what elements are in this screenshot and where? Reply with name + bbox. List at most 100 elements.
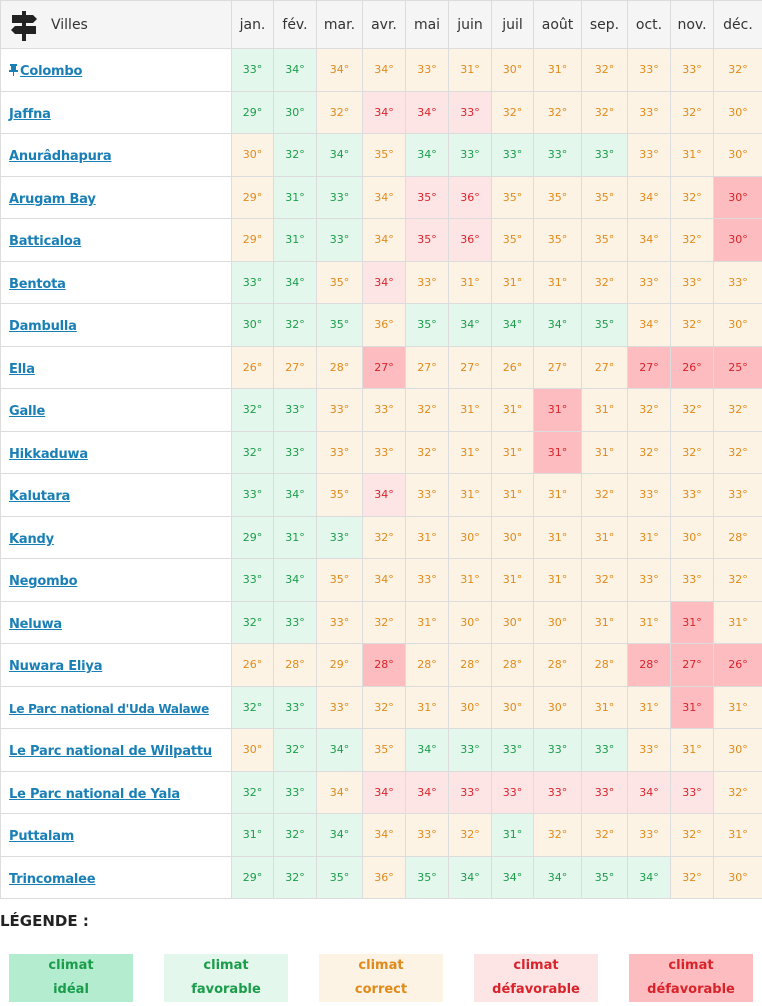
city-link[interactable]: Batticaloa <box>9 234 81 249</box>
city-link[interactable]: Le Parc national de Yala <box>9 787 180 802</box>
temperature-cell: 34° <box>316 133 363 177</box>
cities-label: Villes <box>51 16 88 33</box>
city-link[interactable]: Kandy <box>9 532 54 547</box>
temperature-cell: 35° <box>405 303 449 347</box>
temperature-cell: 33° <box>533 728 582 772</box>
temperature-cell: 32° <box>670 175 714 219</box>
temperature-cell: 32° <box>581 48 628 92</box>
temperature-cell: 28° <box>581 643 628 687</box>
city-link[interactable]: Bentota <box>9 277 66 292</box>
city-link[interactable]: Hikkaduwa <box>9 447 88 462</box>
month-header: juin <box>448 0 492 49</box>
temperature-cell: 34° <box>362 260 406 304</box>
city-name: Arugam Bay <box>9 191 96 207</box>
temperature-cell: 31° <box>533 430 582 474</box>
temperature-cell: 29° <box>316 643 363 687</box>
legend-label: climat <box>668 958 714 973</box>
temperature-cell: 32° <box>670 855 714 899</box>
temperature-cell: 28° <box>533 643 582 687</box>
temperature-cell: 31° <box>491 430 534 474</box>
city-link[interactable]: Nuwara Eliya <box>9 659 102 674</box>
city-link[interactable]: Puttalam <box>9 829 74 844</box>
temperature-cell: 33° <box>273 388 317 432</box>
temperature-cell: 32° <box>713 770 762 814</box>
temperature-cell: 31° <box>533 260 582 304</box>
temperature-cell: 33° <box>316 515 363 559</box>
city-link[interactable]: Galle <box>9 404 45 419</box>
temperature-cell: 28° <box>713 515 762 559</box>
temperature-cell: 34° <box>405 90 449 134</box>
temperature-cell: 35° <box>316 260 363 304</box>
cities-column-header: Villes <box>0 0 232 49</box>
temperature-cell: 33° <box>273 600 317 644</box>
temperature-cell: 34° <box>491 303 534 347</box>
temperature-cell: 30° <box>231 728 274 772</box>
city-link[interactable]: Neluwa <box>9 617 62 632</box>
temperature-cell: 32° <box>231 685 274 729</box>
legend-ideal: climat idéal <box>9 954 133 1002</box>
temperature-cell: 27° <box>581 345 628 389</box>
legend-label: idéal <box>53 982 89 997</box>
temperature-cell: 27° <box>405 345 449 389</box>
city-link[interactable]: Kalutara <box>9 489 70 504</box>
temperature-cell: 34° <box>273 473 317 517</box>
city-link[interactable]: Trincomalee <box>9 872 96 887</box>
city-cell: Colombo <box>0 48 232 92</box>
temperature-cell: 31° <box>670 600 714 644</box>
temperature-cell: 32° <box>670 90 714 134</box>
temperature-cell: 32° <box>581 90 628 134</box>
city-link[interactable]: Negombo <box>9 574 78 589</box>
city-link[interactable]: Arugam Bay <box>9 192 96 207</box>
temperature-cell: 31° <box>448 48 492 92</box>
temperature-cell: 32° <box>670 813 714 857</box>
temperature-cell: 35° <box>316 855 363 899</box>
temperature-cell: 36° <box>362 303 406 347</box>
temperature-cell: 29° <box>231 218 274 262</box>
temperature-cell: 31° <box>581 388 628 432</box>
temperature-cell: 32° <box>713 48 762 92</box>
temperature-cell: 32° <box>581 813 628 857</box>
city-link[interactable]: Anurâdhapura <box>9 149 112 164</box>
temperature-cell: 35° <box>362 728 406 772</box>
city-name: Neluwa <box>9 616 62 632</box>
city-link[interactable]: Jaffna <box>9 107 51 122</box>
temperature-cell: 26° <box>670 345 714 389</box>
city-link[interactable]: Le Parc national d'Uda Walawe <box>9 702 209 716</box>
temperature-cell: 29° <box>231 90 274 134</box>
temperature-cell: 31° <box>231 813 274 857</box>
temperature-cell: 33° <box>627 133 671 177</box>
city-link[interactable]: Dambulla <box>9 319 77 334</box>
temperature-cell: 32° <box>533 90 582 134</box>
table-row: Le Parc national de Yala 32° 33° 34° 34° 34° 3… <box>0 770 762 814</box>
temperature-cell: 34° <box>362 175 406 219</box>
temperature-cell: 30° <box>713 90 762 134</box>
temperature-cell: 33° <box>627 728 671 772</box>
city-link[interactable]: Ella <box>9 362 35 377</box>
table-row: Neluwa 32° 33° 33° 32° 31° 30° 30° 30° 31° 31° 31° 3… <box>0 600 762 644</box>
temperature-cell: 32° <box>316 90 363 134</box>
temperature-cell: 33° <box>316 430 363 474</box>
city-cell: Ella <box>0 345 232 389</box>
temperature-cell: 31° <box>581 685 628 729</box>
city-name: Nuwara Eliya <box>9 659 103 675</box>
temperature-cell: 30° <box>448 685 492 729</box>
temperature-cell: 32° <box>713 388 762 432</box>
temperature-cell: 33° <box>231 48 274 92</box>
temperature-cell: 34° <box>627 218 671 262</box>
temperature-cell: 27° <box>627 345 671 389</box>
month-header: juil <box>491 0 534 49</box>
month-header: nov. <box>670 0 714 49</box>
temperature-cell: 33° <box>362 430 406 474</box>
city-name: Jaffna <box>9 106 51 122</box>
city-link[interactable]: Colombo <box>9 64 82 79</box>
temperature-cell: 35° <box>581 218 628 262</box>
city-link[interactable]: Le Parc national de Wilpattu <box>9 744 212 759</box>
temperature-cell: 30° <box>491 600 534 644</box>
temperature-cell: 32° <box>405 430 449 474</box>
city-cell: Negombo <box>0 558 232 602</box>
city-cell: Le Parc national d'Uda Walawe <box>0 685 232 729</box>
city-name: Kalutara <box>9 489 71 505</box>
city-name: Dambulla <box>9 319 77 335</box>
temperature-cell: 32° <box>627 388 671 432</box>
temperature-cell: 32° <box>713 430 762 474</box>
